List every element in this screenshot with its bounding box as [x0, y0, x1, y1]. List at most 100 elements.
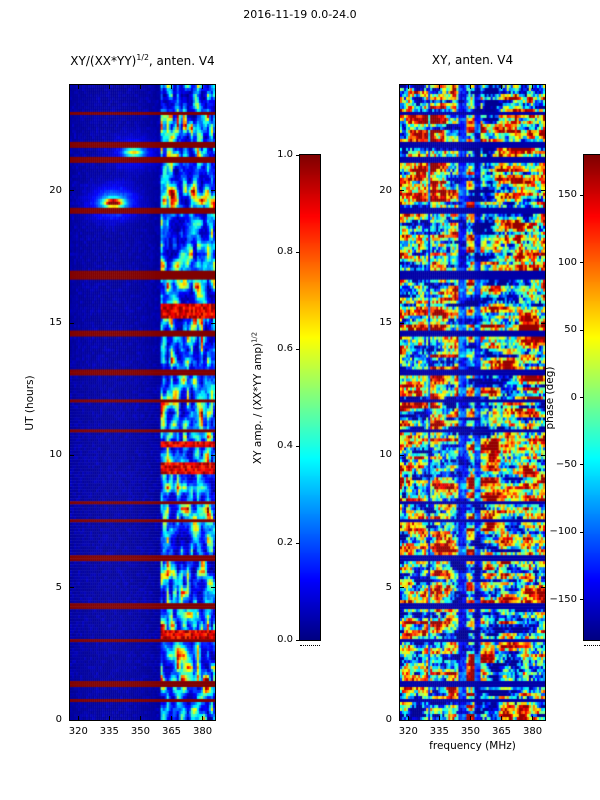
- colorbar-tick-label: 1.0: [277, 149, 293, 160]
- colorbar-tick: [580, 464, 584, 466]
- colorbar-tick: [296, 639, 300, 641]
- colorbar-tick-label: −50: [555, 458, 577, 470]
- y-tick-label: 10: [49, 449, 62, 461]
- x-tick: [532, 716, 534, 720]
- x-tick: [438, 716, 440, 720]
- colorbar-tick-label: 0: [570, 391, 577, 403]
- x-tick: [469, 716, 471, 720]
- colorbar-tick-label: 50: [564, 324, 577, 336]
- y-tick-label: 20: [379, 184, 392, 196]
- y-tick-label: 0: [55, 714, 62, 725]
- colorbar-tick-label: −150: [549, 593, 577, 605]
- x-tick: [469, 85, 471, 89]
- left-colorbar-label-exponent: 1/2: [250, 331, 259, 343]
- left-colorbar-underflow-mark: [300, 645, 320, 646]
- y-tick: [70, 587, 74, 589]
- left-y-axis-label: UT (hours): [24, 374, 36, 431]
- x-tick: [171, 716, 172, 720]
- y-tick: [541, 322, 545, 324]
- x-tick: [438, 85, 440, 89]
- right-panel-title: XY, anten. V4: [431, 53, 514, 67]
- colorbar-tick-label: 0.8: [277, 246, 293, 257]
- y-tick: [211, 587, 215, 589]
- colorbar-tick: [580, 329, 584, 331]
- y-tick: [400, 719, 404, 721]
- y-tick: [400, 587, 404, 589]
- y-tick: [70, 190, 74, 192]
- y-tick-label: 15: [379, 317, 392, 329]
- colorbar-tick: [296, 251, 300, 253]
- x-tick: [407, 85, 409, 89]
- x-tick: [202, 716, 204, 720]
- left-panel-title-prefix: XY/(XX*YY): [70, 54, 137, 68]
- colorbar-tick-label: 100: [557, 256, 577, 268]
- x-tick: [407, 716, 409, 720]
- colorbar-tick-label: 0.0: [277, 634, 293, 645]
- left-panel-title-exponent: 1/2: [136, 53, 149, 62]
- colorbar-tick: [296, 542, 300, 544]
- left-heatmap: [69, 84, 216, 721]
- right-colorbar-underflow-mark: [584, 645, 600, 646]
- x-tick-label: 320: [398, 726, 418, 737]
- y-tick: [70, 719, 74, 721]
- x-tick: [77, 85, 79, 89]
- x-tick: [501, 85, 502, 89]
- right-colorbar: [583, 154, 600, 641]
- y-tick: [400, 190, 404, 192]
- y-tick: [211, 322, 215, 324]
- y-tick: [541, 719, 545, 721]
- y-tick: [400, 322, 404, 324]
- x-tick-label: 335: [429, 726, 449, 737]
- y-tick-label: 5: [385, 581, 392, 593]
- colorbar-tick: [580, 194, 584, 196]
- colorbar-tick: [296, 348, 300, 350]
- colorbar-tick-label: 0.2: [277, 537, 293, 548]
- y-tick: [70, 454, 74, 456]
- colorbar-tick-label: 0.4: [277, 440, 293, 451]
- y-tick: [70, 322, 74, 324]
- x-tick-label: 365: [161, 726, 182, 737]
- x-tick-label: 380: [523, 726, 543, 737]
- left-panel-title-suffix: , anten. V4: [148, 54, 215, 68]
- x-tick: [202, 85, 204, 89]
- colorbar-tick: [296, 154, 300, 156]
- colorbar-tick: [580, 599, 584, 601]
- x-tick-label: 350: [130, 726, 150, 737]
- x-tick: [108, 716, 110, 720]
- x-tick: [532, 85, 534, 89]
- x-tick: [108, 85, 110, 89]
- y-tick: [541, 190, 545, 192]
- x-tick-label: 380: [193, 726, 213, 737]
- x-tick: [139, 716, 141, 720]
- x-tick: [77, 716, 79, 720]
- y-tick: [211, 454, 215, 456]
- y-tick-label: 0: [385, 714, 392, 725]
- left-colorbar: [299, 154, 321, 641]
- x-tick-label: 350: [460, 726, 480, 737]
- y-tick-label: 20: [49, 184, 62, 196]
- x-tick: [501, 716, 502, 720]
- y-tick: [211, 190, 215, 192]
- colorbar-tick-label: −100: [549, 526, 577, 538]
- y-tick-label: 15: [49, 317, 62, 329]
- y-tick: [541, 454, 545, 456]
- colorbar-tick: [580, 397, 584, 398]
- y-tick-label: 10: [379, 449, 392, 461]
- right-heatmap: [399, 84, 546, 721]
- x-tick-label: 335: [99, 726, 119, 737]
- colorbar-tick: [580, 262, 584, 264]
- x-tick-label: 365: [491, 726, 512, 737]
- figure-title: 2016-11-19 0.0-24.0: [243, 8, 357, 21]
- y-tick: [211, 719, 215, 721]
- x-axis-label: frequency (MHz): [429, 740, 516, 752]
- x-tick: [139, 85, 141, 89]
- y-tick: [541, 587, 545, 589]
- colorbar-tick-label: 150: [557, 189, 577, 201]
- x-tick: [171, 85, 172, 89]
- y-tick: [400, 454, 404, 456]
- x-tick-label: 320: [68, 726, 88, 737]
- y-tick-label: 5: [55, 581, 62, 593]
- colorbar-tick: [580, 531, 584, 533]
- colorbar-tick-label: 0.6: [277, 343, 293, 354]
